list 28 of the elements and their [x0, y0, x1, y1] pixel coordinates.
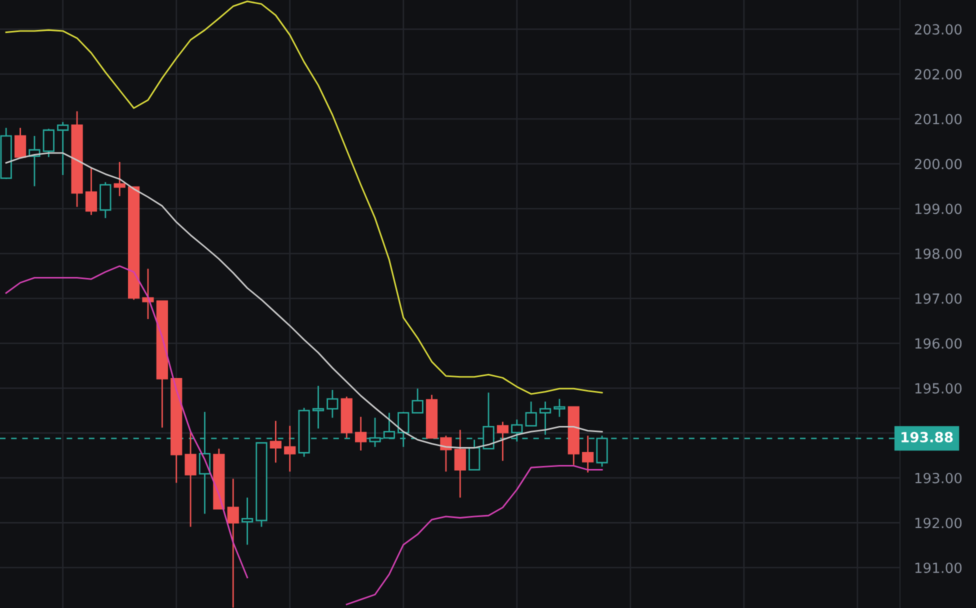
- y-tick-label: 203.00: [914, 24, 962, 35]
- candlestick: [114, 161, 126, 197]
- candlestick: [284, 425, 296, 472]
- y-tick-label: 191.00: [915, 562, 962, 574]
- y-tick-label: 193.00: [915, 472, 962, 484]
- candlestick: [312, 385, 324, 430]
- y-tick-label: 202.00: [914, 69, 962, 80]
- y-tick-label: 192.00: [915, 518, 962, 528]
- candlestick: [454, 429, 466, 498]
- candlestick: [184, 432, 196, 528]
- candlestick: [270, 420, 282, 464]
- candlestick: [355, 416, 367, 452]
- y-tick-label: 201.00: [914, 114, 962, 124]
- candlestick: [142, 268, 154, 320]
- candlestick: [85, 167, 98, 216]
- y-tick-label: 198.00: [915, 248, 962, 259]
- y-tick-label: 197.00: [915, 293, 962, 304]
- y-tick-label: 195.00: [915, 383, 962, 394]
- candlestick: [242, 496, 254, 546]
- candlestick: [71, 110, 83, 208]
- candlestick: [539, 400, 552, 436]
- y-tick-label: 200.00: [914, 158, 962, 170]
- y-tick-label: 199.00: [915, 204, 962, 214]
- candlestick: [227, 478, 239, 608]
- y-tick-label: 196.00: [915, 338, 962, 349]
- ref-line-label: 193.88: [902, 432, 953, 442]
- candlestick: [582, 435, 594, 474]
- line-series: [5, 0, 603, 395]
